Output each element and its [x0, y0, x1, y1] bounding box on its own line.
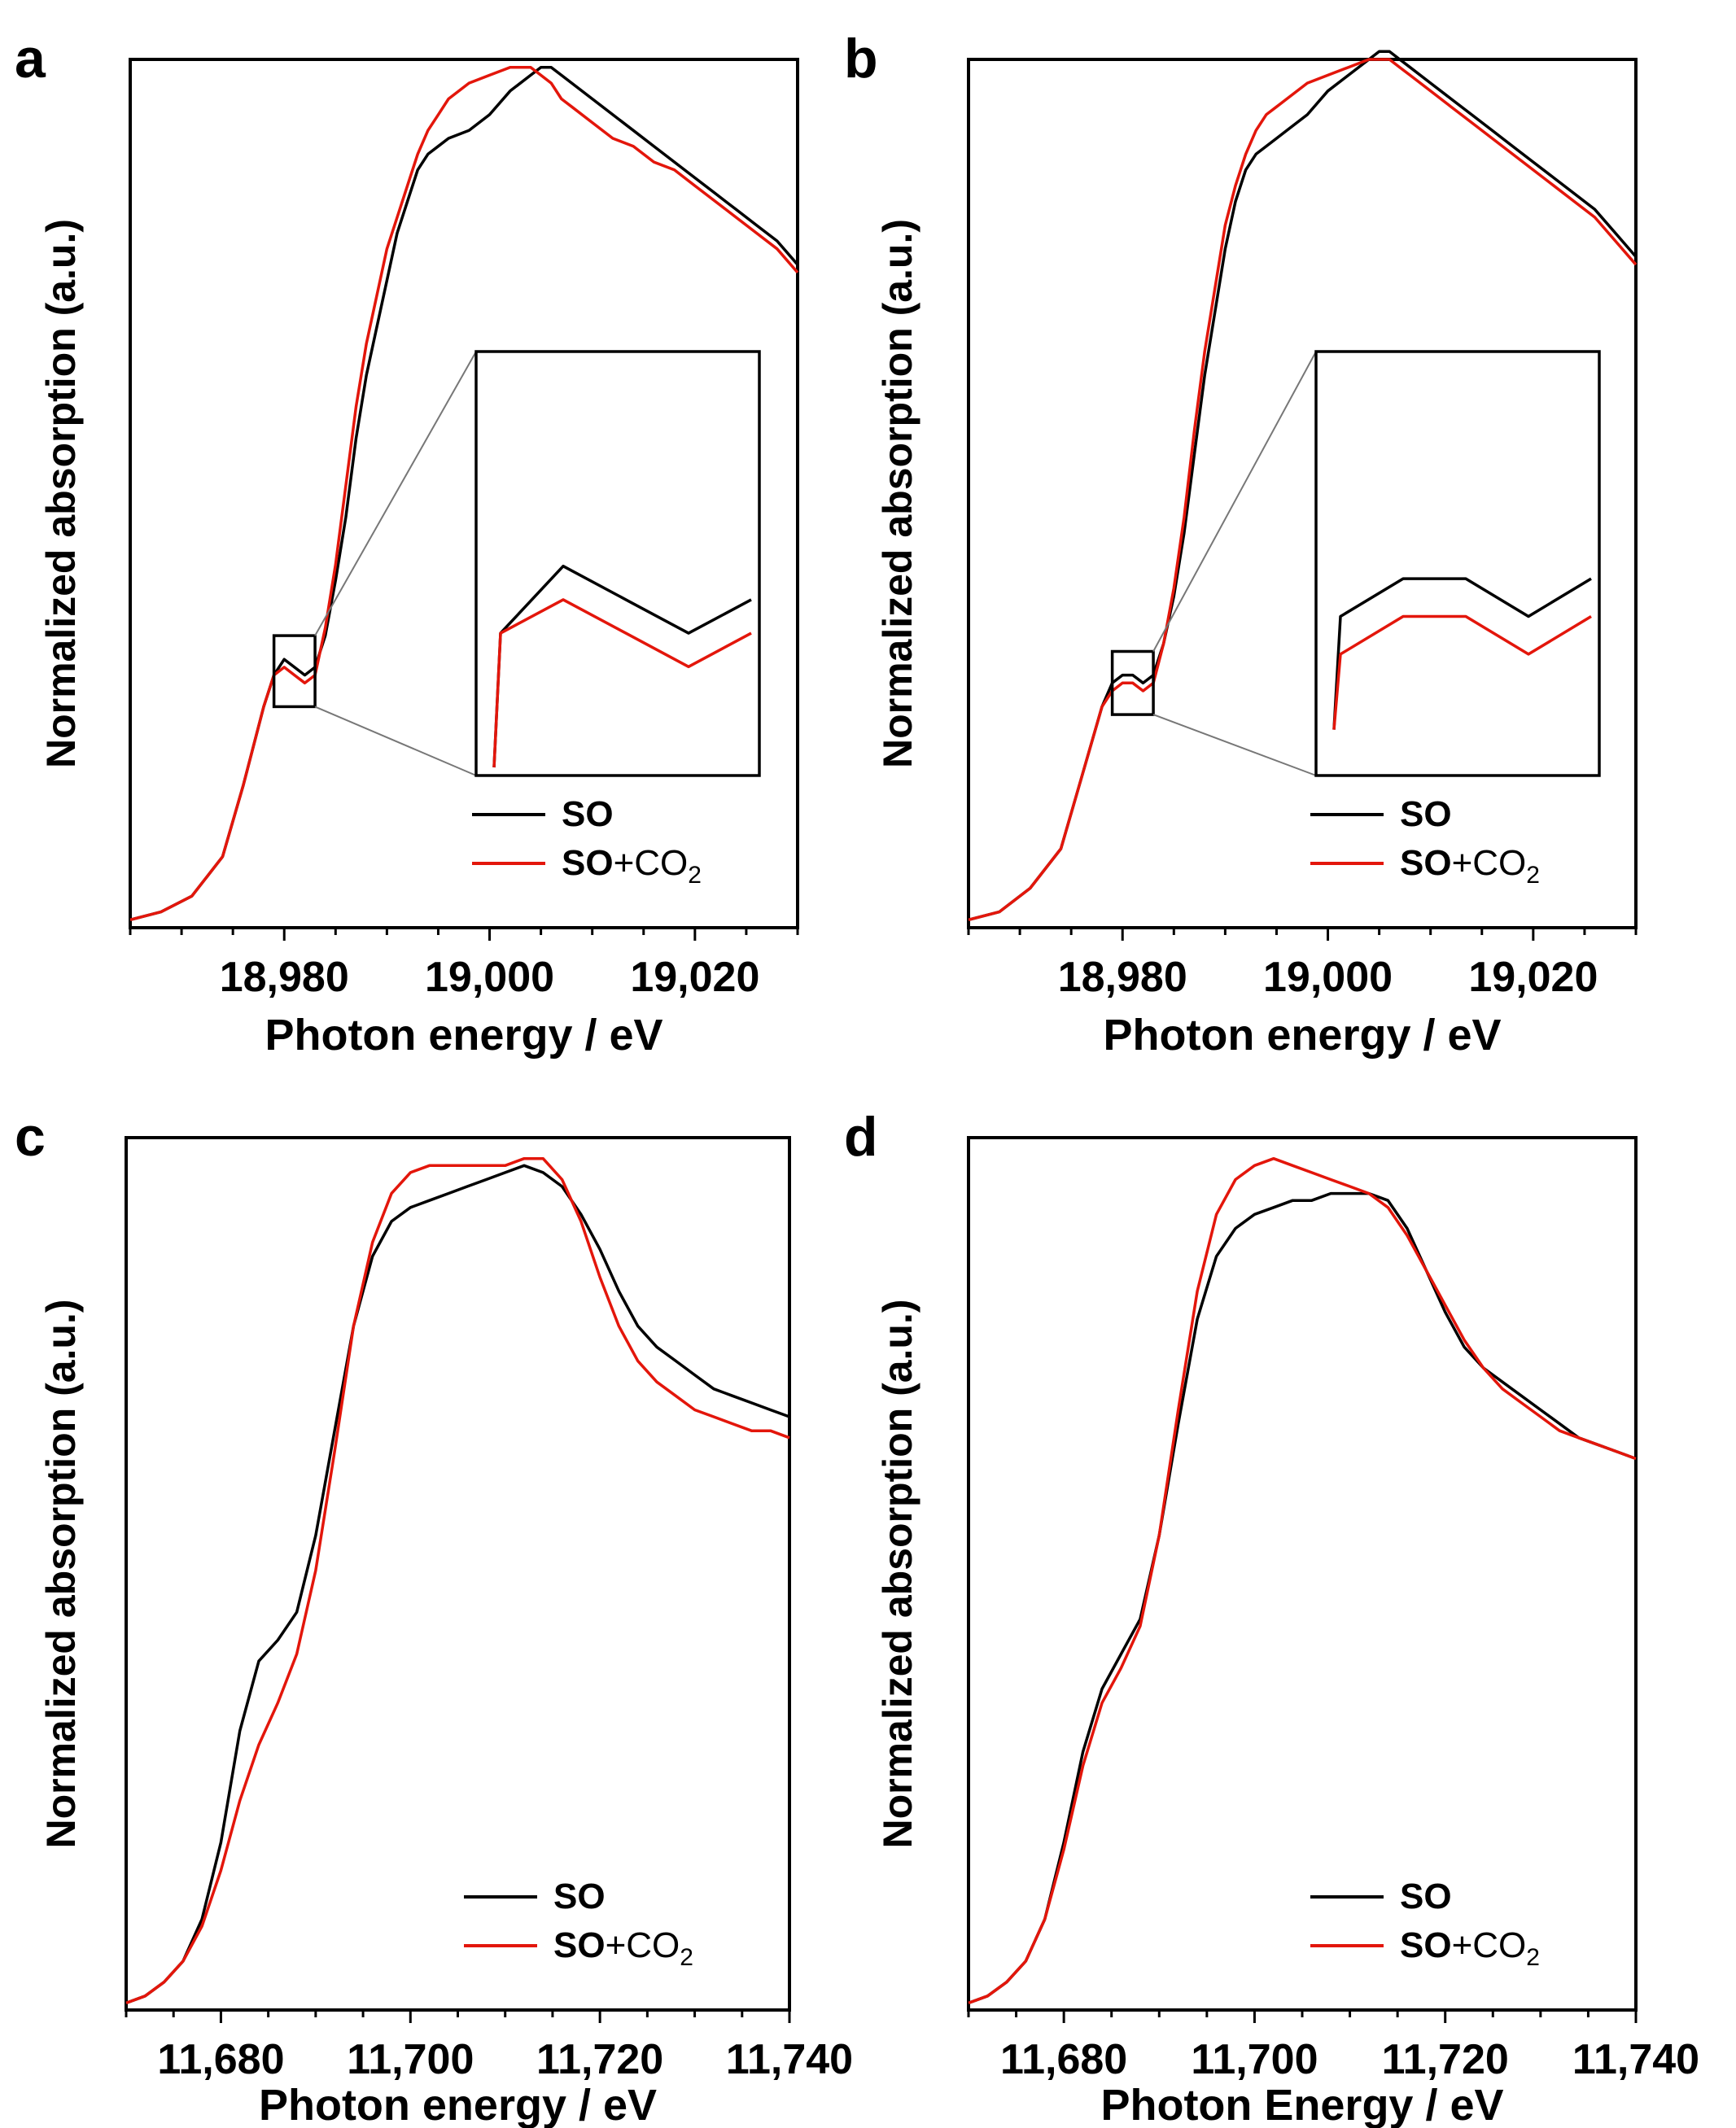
series-line-so-co2: [129, 65, 799, 921]
panel-a: a 18,980 19,000 19,020 Photon energy / eV Nor…: [15, 28, 799, 1060]
x-axis-label: Photon energy / eV: [1103, 1011, 1501, 1060]
y-axis-label: Normalized absorption (a.u.): [38, 219, 84, 768]
x-tick-label: 18,980: [220, 954, 349, 1001]
inset-series-line: [492, 598, 752, 768]
legend-entry: SO: [1400, 794, 1452, 834]
x-tick-label: 19,020: [1468, 954, 1598, 1001]
x-tick-label: 19,000: [425, 954, 554, 1001]
legend-entry: SO+CO2: [1400, 843, 1540, 889]
x-tick-label: 19,020: [630, 954, 759, 1001]
x-tick-label: 11,740: [1572, 2036, 1699, 2083]
plot-frame: [967, 58, 1638, 929]
y-axis-label: Normalized absorption (a.u.): [875, 219, 920, 768]
panel-d: d 11,680 11,700 11,720 11,740 Photon Energy /…: [844, 1106, 1699, 2128]
x-tick-label: 11,740: [726, 2036, 853, 2083]
zoom-connector: [1152, 714, 1317, 776]
legend-entry: SO: [1400, 1877, 1452, 1916]
panel-label: b: [844, 28, 878, 90]
panel-b: b 18,980 19,000 19,020 Photon energy / eV Nor…: [844, 28, 1638, 1060]
inset-frame: [474, 350, 761, 777]
legend-entry: SO+CO2: [1400, 1925, 1540, 1971]
series-line-so: [968, 1191, 1637, 2005]
zoom-connector: [1152, 351, 1317, 652]
panel-label: d: [844, 1106, 878, 1168]
series-line-so: [129, 65, 799, 921]
legend-entry: SO: [562, 794, 614, 834]
x-tick-label: 11,680: [157, 2036, 284, 2083]
series-line-so-co2: [968, 58, 1638, 921]
series-line-so: [125, 1164, 790, 2005]
legend-entry: SO+CO2: [562, 843, 702, 889]
x-axis-label: Photon energy / eV: [265, 1011, 662, 1060]
legend-entry: SO: [553, 1877, 606, 1916]
plot-frame: [129, 58, 799, 929]
panel-label: c: [15, 1106, 46, 1168]
x-tick-label: 11,700: [347, 2036, 474, 2083]
inset-series-line: [1332, 614, 1592, 730]
x-tick-label: 11,720: [536, 2036, 663, 2083]
panel-c: c 11,680 11,700 11,720 11,740 Photon energy /…: [15, 1106, 853, 2128]
y-axis-label: Normalized absorption (a.u.): [875, 1299, 920, 1848]
x-tick-label: 19,000: [1263, 954, 1393, 1001]
series-line-so: [968, 50, 1638, 921]
panel-label: a: [15, 28, 46, 90]
inset-series-line: [1332, 577, 1592, 730]
x-tick-label: 11,680: [1000, 2036, 1127, 2083]
zoom-box: [272, 634, 317, 709]
x-axis-label: Photon Energy / eV: [1100, 2081, 1503, 2128]
legend-entry: SO+CO2: [553, 1925, 693, 1971]
inset-frame: [1314, 350, 1601, 777]
zoom-connector: [314, 706, 477, 776]
zoom-connector: [314, 351, 477, 636]
x-tick-label: 18,980: [1058, 954, 1187, 1001]
y-axis-label: Normalized absorption (a.u.): [38, 1299, 84, 1848]
zoom-box: [1110, 649, 1155, 716]
x-axis-label: Photon energy / eV: [259, 2081, 657, 2128]
x-tick-label: 11,720: [1382, 2036, 1509, 2083]
series-line-so-co2: [125, 1156, 790, 2005]
x-tick-label: 11,700: [1191, 2036, 1318, 2083]
series-line-so-co2: [968, 1156, 1637, 2005]
